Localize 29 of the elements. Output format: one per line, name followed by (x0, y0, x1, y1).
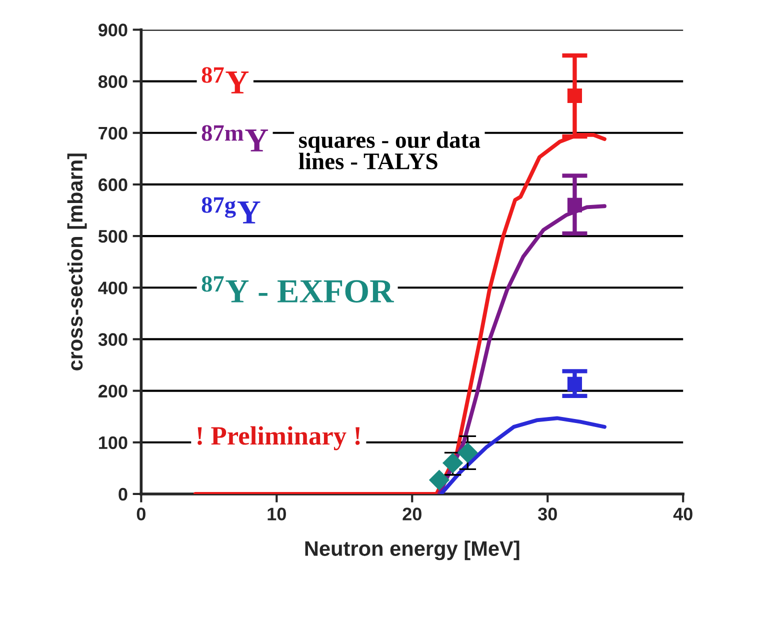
text: $^{87}$Y (202, 67, 249, 94)
y-tick-label: 600 (98, 178, 128, 192)
x-tick-label: 10 (268, 508, 286, 520)
y-tick-label: 500 (98, 230, 128, 243)
y-tick-label: 400 (98, 282, 128, 294)
y-tick-label: 800 (98, 75, 128, 88)
annotation: ! Preliminary ! (198, 426, 360, 450)
y-tick-label: 200 (98, 384, 128, 398)
point (567, 198, 582, 212)
x-tick-label: 40 (673, 508, 692, 520)
text: $^{87}$Y - EXFOR (202, 276, 394, 303)
annotation: squares - our data lines - TALYS (298, 131, 480, 170)
y-tick-label: 900 (98, 24, 128, 36)
text: $^{87g}$Y (202, 197, 260, 224)
point (428, 470, 450, 490)
text: $^{87m}$Y (202, 125, 268, 152)
y-tick-label: 300 (98, 333, 128, 346)
x-axis-title: Neutron energy [MeV] (305, 540, 520, 560)
point (567, 88, 582, 104)
x-tick-label: 30 (538, 508, 557, 520)
y-tick-label: 700 (98, 126, 128, 140)
y-tick-label: 100 (98, 436, 128, 450)
x-tick-label: 20 (402, 508, 422, 520)
y-axis-title: cross-section [mbarn] (67, 154, 87, 370)
y-tick-label: 0 (118, 488, 128, 501)
line-series (440, 416, 606, 494)
point (567, 376, 582, 392)
x-tick-label: 0 (136, 508, 146, 520)
point (457, 442, 478, 463)
